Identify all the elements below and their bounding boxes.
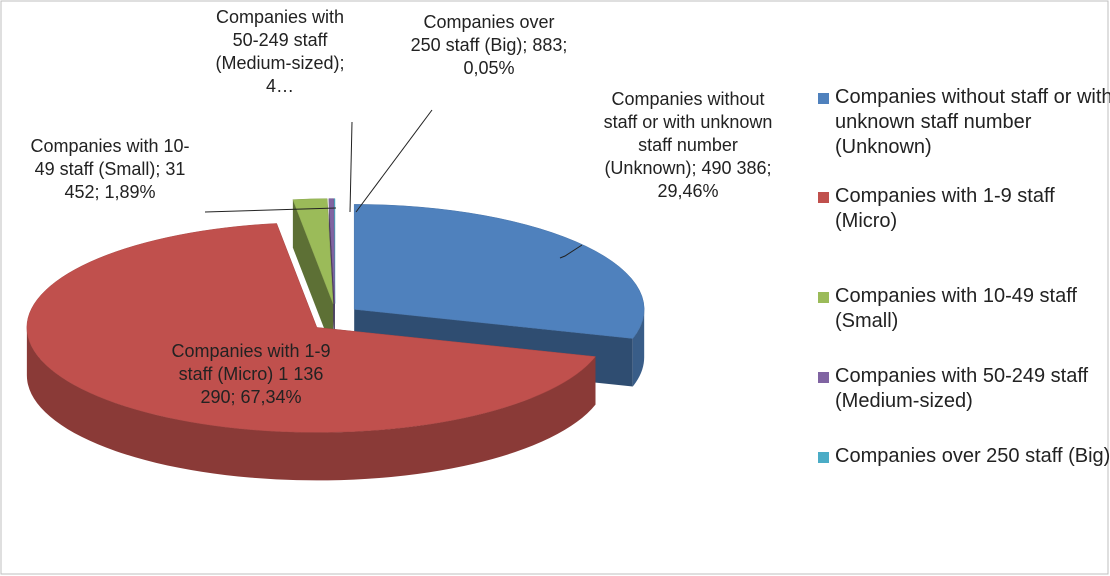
legend-item: Companies with 10-49 staff (Small) [818, 284, 1110, 334]
leader-line [355, 109, 433, 213]
leader-line [349, 121, 353, 213]
legend-swatch [818, 292, 829, 303]
legend-label: Companies with 50-249 staff (Medium-size… [835, 365, 1089, 412]
data-label: Companies with 50-249 staff (Medium-size… [215, 7, 345, 96]
pie [26, 198, 645, 481]
legend-swatch [818, 372, 829, 383]
legend-label: Companies without staff or with unknown … [835, 86, 1110, 158]
legend-label: Companies over 250 staff (Big) [835, 445, 1110, 467]
slice-side [26, 327, 596, 481]
data-label: Companies over 250 staff (Big); 883; 0,0… [410, 12, 568, 78]
slice [26, 223, 596, 433]
legend-label: Companies with 10-49 staff (Small) [835, 285, 1077, 332]
legend-swatch [818, 93, 829, 104]
slice-side [292, 199, 334, 352]
legend-item: Companies over 250 staff (Big) [818, 444, 1110, 469]
data-label: Companies with 1-9 staff (Micro) 1 136 2… [171, 341, 331, 407]
slice [353, 204, 645, 339]
data-label: Companies with 10-49 staff (Small); 31 4… [30, 136, 190, 202]
legend-swatch [818, 192, 829, 203]
leader-line [204, 207, 337, 213]
legend-item: Companies with 50-249 staff (Medium-size… [818, 364, 1110, 414]
slice [328, 198, 335, 304]
legend-item: Companies without staff or with unknown … [818, 85, 1110, 160]
slice [292, 198, 334, 304]
leader-line [559, 244, 583, 259]
slice-side [632, 309, 645, 387]
legend-label: Companies with 1-9 staff (Micro) [835, 185, 1055, 232]
slice-side [328, 198, 335, 352]
legend-swatch [818, 452, 829, 463]
legend-item: Companies with 1-9 staff (Micro) [818, 184, 1110, 234]
data-label: Companies without staff or with unknown … [603, 89, 773, 201]
